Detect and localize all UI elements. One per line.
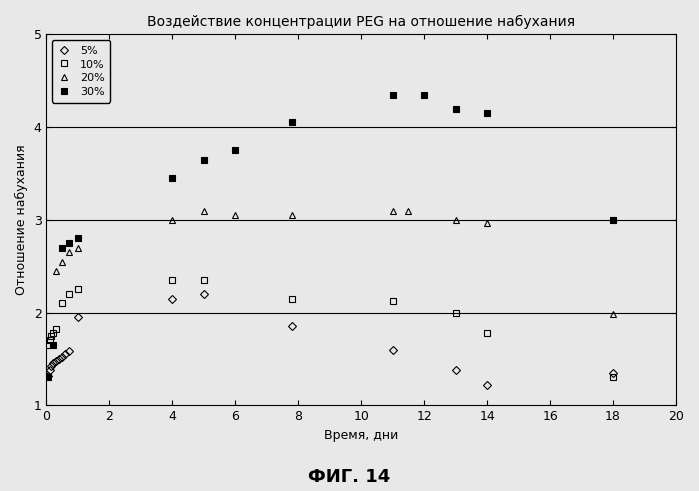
10%: [483, 330, 491, 336]
Line: 20%: 20%: [53, 208, 616, 317]
5%: [168, 296, 177, 301]
10%: [200, 277, 208, 283]
20%: [288, 212, 296, 218]
30%: [483, 110, 491, 116]
30%: [389, 92, 397, 98]
5%: [52, 358, 60, 364]
5%: [452, 367, 460, 373]
5%: [44, 373, 52, 379]
30%: [168, 175, 177, 181]
20%: [609, 311, 617, 317]
20%: [389, 208, 397, 214]
10%: [609, 375, 617, 381]
30%: [609, 217, 617, 223]
20%: [404, 208, 412, 214]
5%: [200, 291, 208, 297]
Legend: 5%, 10%, 20%, 30%: 5%, 10%, 20%, 30%: [52, 40, 110, 103]
10%: [49, 330, 57, 336]
30%: [49, 342, 57, 348]
Text: ФИГ. 14: ФИГ. 14: [308, 468, 391, 486]
10%: [74, 286, 82, 292]
20%: [231, 212, 240, 218]
5%: [74, 314, 82, 320]
10%: [288, 296, 296, 301]
10%: [64, 291, 73, 297]
30%: [44, 375, 52, 381]
20%: [58, 259, 66, 265]
Line: 10%: 10%: [45, 277, 616, 380]
30%: [200, 157, 208, 163]
10%: [58, 300, 66, 306]
5%: [49, 360, 57, 366]
5%: [58, 354, 66, 360]
5%: [389, 347, 397, 353]
30%: [420, 92, 428, 98]
X-axis label: Время, дни: Время, дни: [324, 429, 398, 441]
5%: [609, 370, 617, 376]
30%: [231, 147, 240, 153]
30%: [58, 245, 66, 250]
5%: [288, 324, 296, 329]
10%: [44, 342, 52, 348]
20%: [168, 217, 177, 223]
5%: [47, 363, 55, 369]
30%: [74, 235, 82, 241]
5%: [483, 382, 491, 388]
Y-axis label: Отношение набухания: Отношение набухания: [15, 144, 28, 295]
10%: [452, 309, 460, 315]
20%: [483, 219, 491, 225]
Title: Воздействие концентрации PEG на отношение набухания: Воздействие концентрации PEG на отношени…: [147, 15, 575, 29]
30%: [288, 119, 296, 125]
10%: [168, 277, 177, 283]
10%: [47, 333, 55, 339]
Line: 30%: 30%: [45, 91, 617, 381]
5%: [45, 367, 54, 373]
20%: [200, 208, 208, 214]
5%: [55, 356, 64, 362]
5%: [64, 349, 73, 355]
10%: [389, 299, 397, 304]
30%: [64, 240, 73, 246]
30%: [452, 106, 460, 111]
20%: [64, 249, 73, 255]
10%: [52, 326, 60, 332]
10%: [45, 337, 54, 343]
20%: [74, 245, 82, 250]
Line: 5%: 5%: [45, 291, 616, 387]
20%: [52, 268, 60, 274]
20%: [452, 217, 460, 223]
5%: [62, 351, 70, 357]
